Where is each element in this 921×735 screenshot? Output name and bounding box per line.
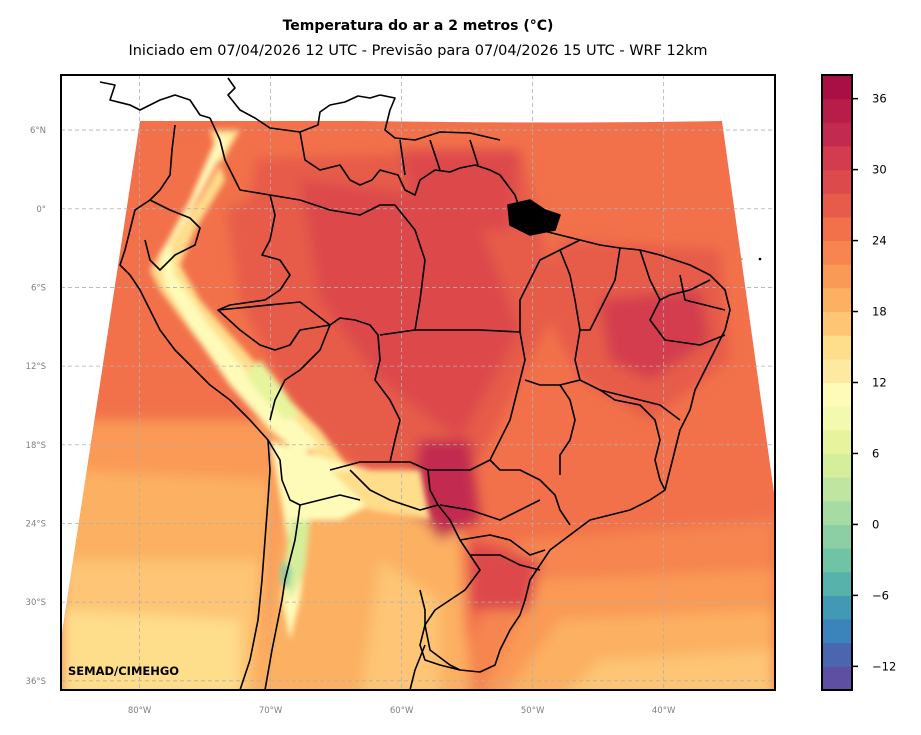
colorbar-bin	[822, 642, 852, 667]
colorbar-bin	[822, 524, 852, 549]
colorbar-tick-label: 30	[872, 163, 887, 177]
lon-tick-label: 70°W	[259, 706, 283, 716]
colorbar-bin	[822, 193, 852, 218]
island-marker	[758, 257, 762, 261]
colorbar-tick-label: −6	[872, 588, 889, 602]
colorbar-tick-label: 24	[872, 234, 887, 248]
colorbar-bin	[822, 406, 852, 431]
colorbar-bin	[822, 477, 852, 502]
colorbar-tick-label: 36	[872, 92, 887, 106]
colorbar-bin	[822, 287, 852, 313]
colorbar-bin	[822, 500, 852, 525]
colorbar-bin	[822, 666, 852, 691]
latitude-tick-labels: 6°N 0° 6°S 12°S 18°S 24°S 30°S 36°S	[26, 126, 46, 687]
colorbar-tick-label: 18	[872, 305, 887, 319]
longitude-tick-labels: 80°W 70°W 60°W 50°W 40°W	[128, 706, 676, 716]
map-title: Temperatura do ar a 2 metros (°C)	[282, 18, 554, 34]
credit-label: SEMAD/CIMEHGO	[68, 664, 179, 678]
lat-tick-label: 6°S	[31, 283, 46, 293]
colorbar-ticks: 36 30 24 18 12 6 0 −6 −12	[852, 92, 896, 673]
colorbar-bin	[822, 619, 852, 644]
colorbar-bin	[822, 453, 852, 478]
lon-tick-label: 50°W	[521, 706, 545, 716]
colorbar-bin	[822, 358, 852, 383]
colorbar-bin	[822, 264, 852, 289]
colorbar-bin	[822, 335, 852, 360]
colorbar-bin	[822, 548, 852, 573]
colorbar-bin	[822, 75, 852, 100]
lat-tick-label: 30°S	[26, 598, 46, 608]
lat-tick-label: 12°S	[26, 362, 46, 372]
lat-tick-label: 18°S	[26, 441, 46, 451]
map-gridlines	[61, 75, 775, 690]
colorbar-tick-label: −12	[872, 659, 896, 673]
temperature-field: SEMAD/CIMEHGO	[61, 75, 775, 690]
country-and-state-borders	[99, 77, 731, 690]
colorbar-bin	[822, 240, 852, 265]
colorbar-bin	[822, 145, 852, 171]
colorbar-tick-label: 0	[872, 517, 879, 531]
colorbar-bin	[822, 311, 852, 336]
colorbar-bin	[822, 571, 852, 596]
lat-tick-label: 0°	[36, 205, 46, 215]
lon-tick-label: 40°W	[652, 706, 676, 716]
colorbar-bin	[822, 429, 852, 454]
colorbar-bin	[822, 98, 852, 123]
colorbar-bin	[822, 382, 852, 407]
colorbar-tick-label: 12	[872, 376, 887, 390]
colorbar-bin	[822, 216, 852, 242]
colorbar-bin	[822, 169, 852, 194]
map-axes-frame	[60, 74, 776, 691]
colorbar-bin	[822, 122, 852, 147]
lon-tick-label: 80°W	[128, 706, 152, 716]
island-marker	[741, 258, 743, 260]
lat-tick-label: 36°S	[26, 677, 46, 687]
map-subtitle: Iniciado em 07/04/2026 12 UTC - Previsão…	[128, 43, 708, 59]
colorbar	[822, 75, 852, 691]
lat-tick-label: 24°S	[26, 519, 46, 529]
colorbar-bin	[822, 595, 852, 620]
lat-tick-label: 6°N	[30, 126, 46, 136]
colorbar-tick-label: 6	[872, 446, 879, 460]
lon-tick-label: 60°W	[390, 706, 414, 716]
